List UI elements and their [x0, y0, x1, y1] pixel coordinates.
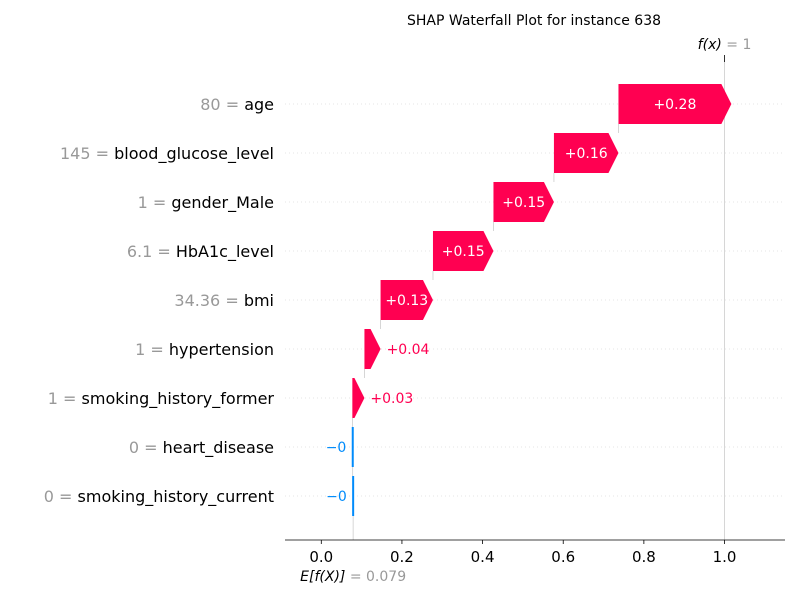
- feature-value: 6.1 =: [127, 242, 176, 261]
- shap-value-label: +0.16: [565, 146, 608, 162]
- feature-value: 1 =: [48, 389, 82, 408]
- x-tick-label: 0.8: [632, 548, 656, 566]
- fx-label: f(x): [698, 37, 722, 53]
- shap-bar: [553, 133, 619, 173]
- x-tick-label: 0.0: [309, 548, 333, 566]
- feature-value: 80 =: [200, 95, 244, 114]
- ex-label: E[f(X)]: [300, 569, 345, 585]
- feature-label: 6.1 = HbA1c_level: [127, 242, 274, 262]
- shap-value-label: −0: [326, 440, 347, 456]
- feature-name: blood_glucose_level: [114, 144, 274, 164]
- shap-bar: [380, 280, 433, 320]
- feature-name: smoking_history_current: [78, 487, 274, 507]
- shap-value-label: +0.28: [653, 97, 696, 113]
- shap-bar: [432, 231, 494, 271]
- shap-bar: [364, 329, 381, 369]
- feature-name: hypertension: [169, 340, 274, 359]
- ex-value: = 0.079: [345, 569, 406, 585]
- feature-name: smoking_history_former: [82, 389, 275, 409]
- feature-value: 1 =: [138, 193, 172, 212]
- feature-name: age: [244, 95, 274, 114]
- feature-label: 1 = hypertension: [135, 340, 274, 359]
- x-axis: 0.0 0.2 0.4 0.6 0.8 1.0: [285, 539, 785, 566]
- feature-label: 145 = blood_glucose_level: [60, 144, 274, 164]
- shap-bar: [618, 84, 732, 124]
- shap-bar: [352, 378, 365, 418]
- feature-label: 0 = smoking_history_current: [44, 487, 274, 507]
- feature-label: 0 = heart_disease: [129, 438, 274, 458]
- x-tick-label: 1.0: [713, 548, 737, 566]
- shap-value-label: +0.15: [502, 195, 545, 211]
- feature-name: HbA1c_level: [176, 242, 274, 262]
- feature-label: 80 = age: [200, 95, 274, 114]
- shap-value-label: −0: [326, 489, 347, 505]
- feature-value: 34.36 =: [174, 291, 243, 310]
- feature-value: 1 =: [135, 340, 169, 359]
- shap-value-label: +0.15: [442, 244, 485, 260]
- bars-layer: +0.28 +0.16 +0.15 +0.15 +0.13 +0.04 +0.03 −0 −0: [326, 84, 732, 516]
- grid-lines: [285, 60, 785, 540]
- shap-bar: [493, 182, 554, 222]
- feature-value: 0 =: [129, 438, 163, 457]
- x-tick-label: 0.6: [551, 548, 575, 566]
- annotations-layer: f(x) = 1 E[f(X)] = 0.079: [300, 37, 751, 585]
- feature-labels-layer: 80 = age 145 = blood_glucose_level 1 = gen…: [44, 95, 275, 507]
- feature-value: 0 =: [44, 487, 78, 506]
- feature-label: 1 = gender_Male: [138, 193, 274, 213]
- fx-value: = 1: [722, 37, 752, 53]
- shap-value-label: +0.13: [385, 293, 428, 309]
- feature-value: 145 =: [60, 144, 114, 163]
- feature-name: heart_disease: [163, 438, 274, 458]
- feature-name: bmi: [244, 291, 274, 310]
- feature-label: 1 = smoking_history_former: [48, 389, 275, 409]
- shap-value-label: +0.03: [370, 391, 413, 407]
- shap-value-label: +0.04: [387, 342, 430, 358]
- fx-annotation: f(x) = 1: [698, 37, 752, 53]
- feature-label: 34.36 = bmi: [174, 291, 274, 310]
- chart-title: SHAP Waterfall Plot for instance 638: [407, 13, 661, 29]
- x-tick-label: 0.2: [390, 548, 414, 566]
- feature-name: gender_Male: [171, 193, 274, 213]
- ex-annotation: E[f(X)] = 0.079: [300, 569, 406, 585]
- x-tick-label: 0.4: [471, 548, 495, 566]
